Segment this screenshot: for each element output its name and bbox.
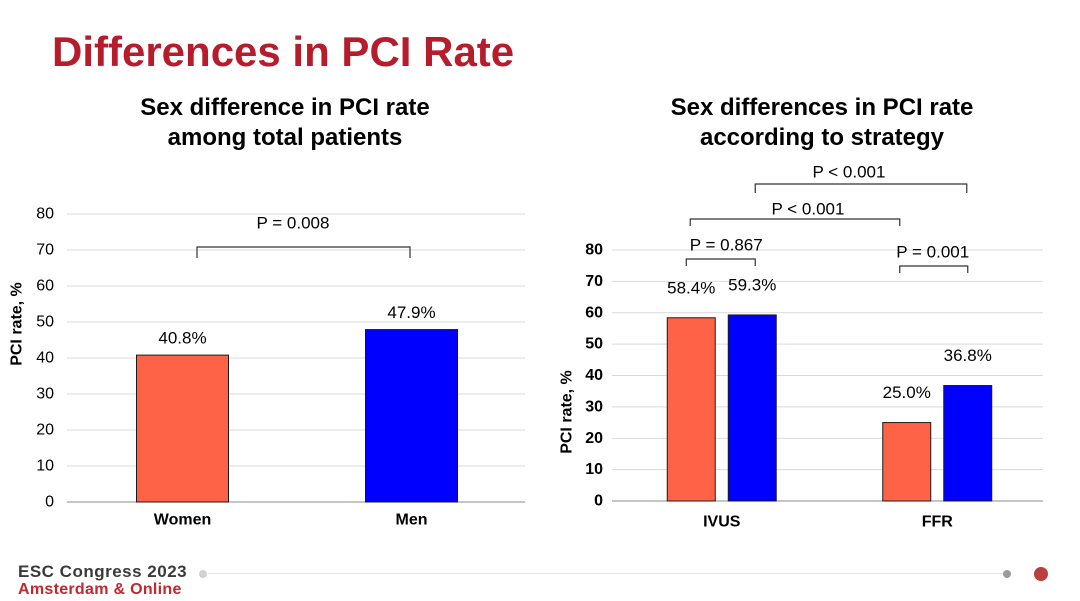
y-tick-label: 20 xyxy=(585,430,603,447)
x-category-label: Men xyxy=(396,512,428,529)
y-tick-label: 80 xyxy=(36,206,54,223)
p-value-label: P < 0.001 xyxy=(813,163,886,182)
y-axis-title: PCI rate, % xyxy=(559,370,576,454)
bar-value-label: 25.0% xyxy=(883,383,931,402)
bar-value-label: 58.4% xyxy=(667,278,715,297)
chart-title-left: Sex difference in PCI rate among total p… xyxy=(55,93,515,153)
y-tick-label: 10 xyxy=(585,461,603,478)
significance-bracket xyxy=(689,218,901,226)
footer-dot-icon xyxy=(1003,570,1011,578)
p-value-label: P = 0.008 xyxy=(257,214,330,233)
y-tick-label: 60 xyxy=(585,304,603,321)
bar xyxy=(727,314,777,502)
y-tick-label: 70 xyxy=(36,242,54,259)
bar-value-label: 40.8% xyxy=(158,329,206,348)
chart-title-line: Sex differences in PCI rate xyxy=(670,94,974,121)
chart-title-line: Sex difference in PCI rate xyxy=(140,94,430,121)
y-tick-label: 0 xyxy=(45,494,54,511)
y-tick-label: 70 xyxy=(585,273,603,290)
bar xyxy=(882,422,932,502)
bar-value-label: 36.8% xyxy=(944,346,992,365)
chart-title-right: Sex differences in PCI rate according to… xyxy=(592,93,1052,153)
footer-divider xyxy=(208,573,1003,574)
y-tick-label: 40 xyxy=(585,367,603,384)
y-tick-label: 50 xyxy=(36,314,54,331)
y-tick-label: 60 xyxy=(36,278,54,295)
bar xyxy=(666,317,716,502)
footer-location: Amsterdam & Online xyxy=(18,581,182,598)
y-tick-label: 80 xyxy=(585,242,603,259)
significance-bracket xyxy=(196,246,411,258)
chart-total-patients: 0 10 20 30 40 50 60 70 80 PCI rate, % 40.8% Women 47… xyxy=(9,206,525,529)
y-axis-title: PCI rate, % xyxy=(9,282,26,366)
p-value-label: P = 0.001 xyxy=(896,243,969,262)
y-tick-label: 50 xyxy=(585,336,603,353)
significance-bracket xyxy=(685,258,756,266)
y-tick-label: 40 xyxy=(36,350,54,367)
y-tick-label: 20 xyxy=(36,422,54,439)
bar-value-label: 47.9% xyxy=(387,303,435,322)
y-tick-label: 10 xyxy=(36,458,54,475)
bar-value-label: 59.3% xyxy=(728,275,776,294)
y-tick-label: 30 xyxy=(585,398,603,415)
bar xyxy=(136,354,229,503)
y-tick-label: 0 xyxy=(594,493,603,510)
x-category-label: FFR xyxy=(922,514,954,531)
chart-title-line: among total patients xyxy=(167,124,403,151)
x-category-label: IVUS xyxy=(703,514,741,531)
bar xyxy=(943,385,993,502)
x-category-label: Women xyxy=(154,512,211,529)
p-value-label: P < 0.001 xyxy=(772,200,845,219)
significance-bracket xyxy=(899,265,969,273)
chart-title-line: according to strategy xyxy=(699,124,945,151)
chart-by-strategy: 0 10 20 30 40 50 60 70 80 PCI rate, % 58.4% 59.3% IV… xyxy=(559,163,1043,531)
significance-bracket xyxy=(754,183,968,193)
y-tick-label: 30 xyxy=(36,386,54,403)
footer-accent-dot-icon xyxy=(1034,567,1048,581)
bar xyxy=(365,329,458,503)
slide-title: Differences in PCI Rate xyxy=(52,28,515,75)
footer-event-name: ESC Congress 2023 xyxy=(18,562,188,581)
footer-dot-icon xyxy=(199,570,207,578)
p-value-label: P = 0.867 xyxy=(690,236,763,255)
